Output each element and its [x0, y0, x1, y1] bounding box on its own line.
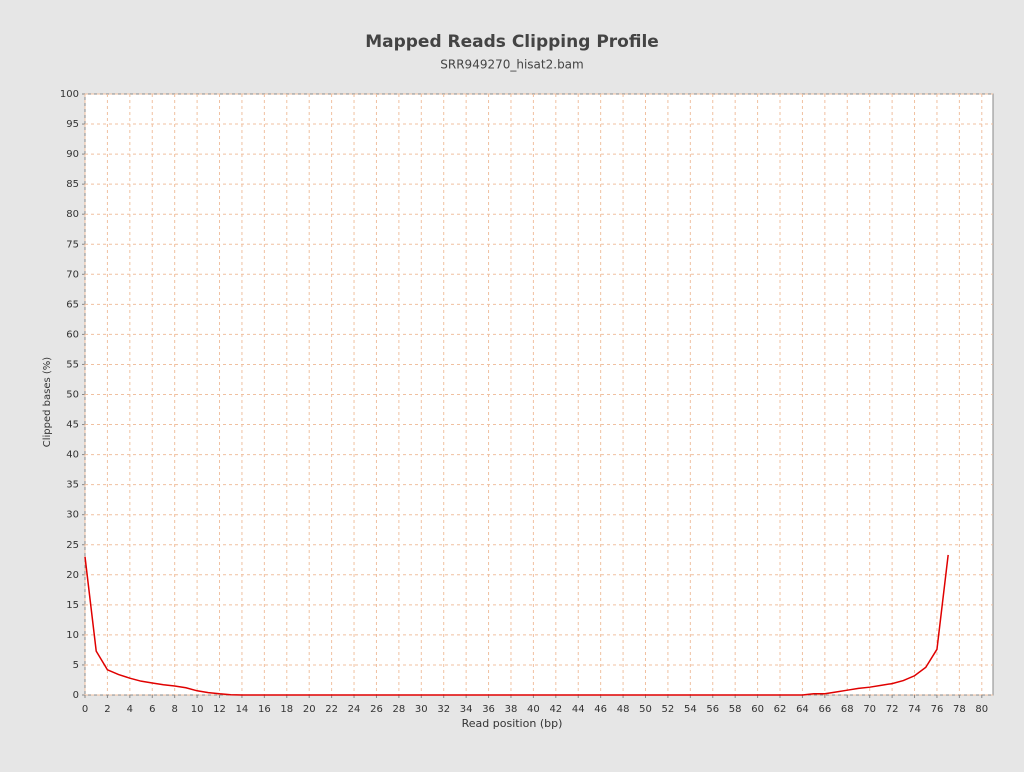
x-tick-label: 52 [662, 704, 675, 715]
x-tick-label: 8 [171, 704, 177, 715]
x-tick-label: 50 [639, 704, 652, 715]
x-tick-label: 56 [706, 704, 719, 715]
x-tick-label: 44 [572, 704, 585, 715]
x-tick-label: 64 [796, 704, 809, 715]
y-tick-label: 55 [66, 359, 79, 370]
x-tick-label: 30 [415, 704, 428, 715]
x-tick-label: 48 [617, 704, 630, 715]
x-tick-label: 0 [82, 704, 88, 715]
x-tick-label: 14 [236, 704, 249, 715]
y-tick-label: 70 [66, 269, 79, 280]
x-tick-label: 74 [908, 704, 921, 715]
y-axis-label: Clipped bases (%) [42, 357, 53, 448]
y-tick-label: 90 [66, 149, 79, 160]
y-tick-label: 25 [66, 540, 79, 551]
x-tick-label: 76 [931, 704, 944, 715]
chart-subtitle: SRR949270_hisat2.bam [440, 58, 583, 72]
x-axis-label: Read position (bp) [462, 717, 563, 730]
x-tick-label: 22 [325, 704, 338, 715]
x-tick-label: 18 [280, 704, 293, 715]
y-tick-label: 95 [66, 119, 79, 130]
x-tick-label: 80 [975, 704, 988, 715]
x-tick-label: 26 [370, 704, 383, 715]
y-tick-label: 0 [73, 690, 79, 701]
y-tick-label: 15 [66, 600, 79, 611]
x-tick-label: 60 [751, 704, 764, 715]
y-tick-label: 10 [66, 630, 79, 641]
x-tick-label: 70 [863, 704, 876, 715]
y-tick-label: 100 [60, 89, 79, 100]
y-tick-label: 50 [66, 390, 79, 401]
x-tick-label: 42 [549, 704, 562, 715]
y-tick-label: 60 [66, 329, 79, 340]
x-tick-label: 62 [774, 704, 787, 715]
x-tick-label: 66 [818, 704, 831, 715]
y-tick-label: 75 [66, 239, 79, 250]
x-tick-label: 46 [594, 704, 607, 715]
plot-area [84, 93, 994, 696]
x-tick-label: 78 [953, 704, 966, 715]
x-tick-label: 28 [393, 704, 406, 715]
y-tick-label: 20 [66, 570, 79, 581]
x-tick-label: 6 [149, 704, 155, 715]
x-tick-label: 24 [348, 704, 361, 715]
y-tick-label: 85 [66, 179, 79, 190]
x-tick-label: 10 [191, 704, 204, 715]
chart-title: Mapped Reads Clipping Profile [365, 32, 659, 52]
x-tick-label: 12 [213, 704, 226, 715]
x-tick-label: 54 [684, 704, 697, 715]
x-tick-label: 2 [104, 704, 110, 715]
x-tick-label: 38 [505, 704, 518, 715]
x-tick-label: 36 [482, 704, 495, 715]
x-tick-label: 20 [303, 704, 316, 715]
x-tick-label: 40 [527, 704, 540, 715]
y-tick-label: 40 [66, 450, 79, 461]
x-tick-label: 16 [258, 704, 271, 715]
x-tick-label: 32 [437, 704, 450, 715]
y-tick-label: 30 [66, 510, 79, 521]
y-tick-label: 80 [66, 209, 79, 220]
x-tick-label: 72 [886, 704, 899, 715]
y-tick-label: 35 [66, 480, 79, 491]
x-tick-label: 4 [127, 704, 133, 715]
y-tick-label: 65 [66, 299, 79, 310]
y-tick-label: 45 [66, 420, 79, 431]
y-tick-label: 5 [73, 660, 79, 671]
x-tick-label: 34 [460, 704, 473, 715]
data-line [84, 554, 949, 696]
x-tick-label: 68 [841, 704, 854, 715]
x-tick-label: 58 [729, 704, 742, 715]
